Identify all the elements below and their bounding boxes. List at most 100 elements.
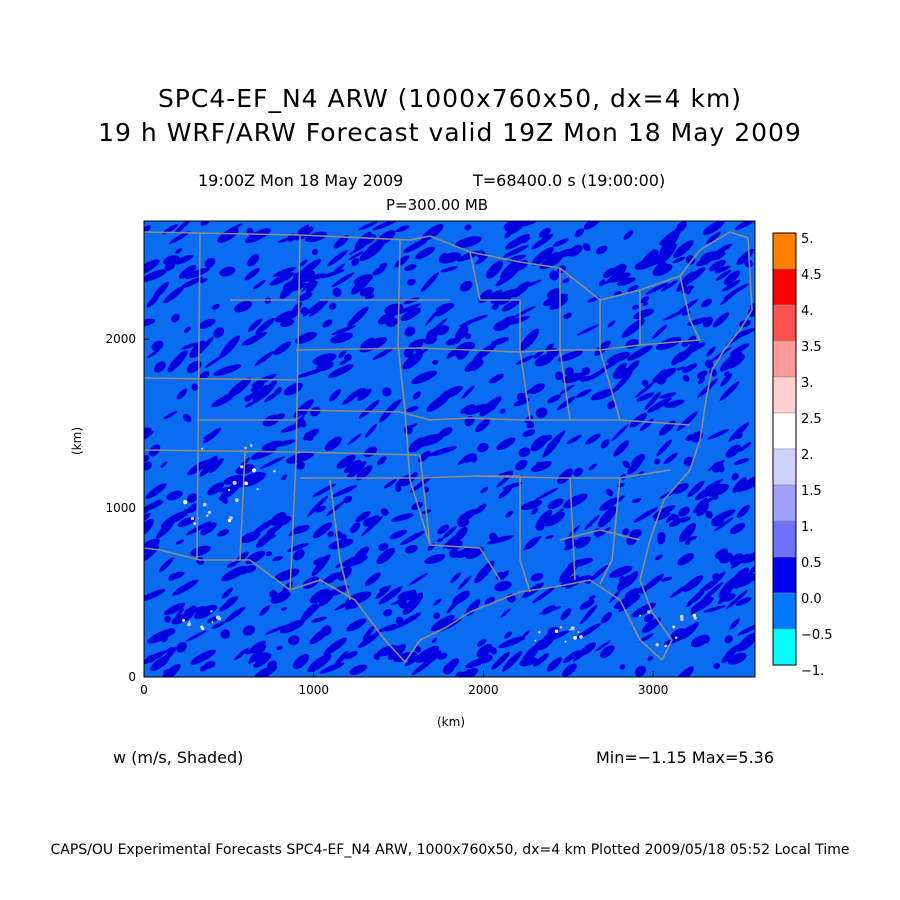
updraft-streak: [198, 318, 216, 329]
updraft-streak: [351, 257, 360, 267]
updraft-streak: [430, 614, 455, 632]
updraft-streak: [297, 224, 310, 233]
updraft-streak: [475, 254, 489, 265]
updraft-streak: [486, 535, 515, 545]
updraft-streak: [627, 284, 639, 293]
updraft-streak: [342, 388, 363, 405]
updraft-streak: [385, 622, 408, 632]
updraft-streak: [284, 282, 308, 293]
updraft-streak: [217, 227, 239, 243]
updraft-streak: [684, 539, 691, 546]
updraft-streak: [437, 432, 445, 438]
updraft-streak: [556, 396, 576, 411]
updraft-streak: [421, 650, 442, 668]
updraft-streak: [337, 566, 352, 581]
updraft-streak: [440, 266, 459, 273]
updraft-streak: [580, 604, 598, 625]
updraft-streak: [643, 573, 665, 591]
updraft-streak: [160, 664, 181, 677]
updraft-streak: [414, 345, 422, 354]
updraft-streak: [609, 565, 633, 578]
updraft-streak: [358, 221, 378, 231]
updraft-streak: [377, 456, 387, 466]
updraft-streak: [733, 479, 755, 492]
updraft-streak: [273, 341, 292, 356]
updraft-streak: [494, 580, 512, 592]
updraft-streak: [678, 522, 696, 543]
updraft-streak: [360, 337, 375, 349]
updraft-streak: [599, 497, 619, 511]
updraft-streak: [349, 664, 367, 675]
updraft-streak: [332, 287, 342, 297]
updraft-streak: [297, 258, 322, 278]
updraft-streak: [221, 565, 248, 582]
updraft-streak: [435, 302, 455, 313]
updraft-streak: [175, 248, 183, 254]
updraft-streak: [191, 383, 199, 391]
updraft-streak: [163, 285, 185, 304]
updraft-streak: [328, 538, 354, 550]
updraft-streak: [530, 572, 544, 582]
updraft-streak: [312, 353, 337, 365]
updraft-spot: [201, 627, 205, 631]
updraft-streak: [574, 228, 585, 238]
colorbar-label: −1.: [801, 664, 824, 679]
colorbar-swatch: [772, 232, 797, 270]
updraft-streak: [394, 255, 410, 268]
updraft-streak: [660, 238, 669, 247]
updraft-spot: [273, 470, 276, 473]
updraft-streak: [533, 653, 549, 667]
updraft-streak: [687, 535, 698, 541]
colorbar-swatch: [772, 592, 797, 630]
updraft-streak: [631, 497, 642, 504]
updraft-spot: [664, 644, 667, 648]
updraft-streak: [464, 403, 489, 415]
updraft-streak: [439, 385, 463, 400]
updraft-streak: [504, 221, 526, 232]
updraft-streak: [709, 259, 727, 272]
updraft-streak: [198, 278, 208, 284]
updraft-streak: [252, 384, 269, 404]
updraft-streak: [696, 370, 708, 379]
updraft-streak: [217, 529, 230, 537]
updraft-streak: [347, 433, 362, 445]
updraft-spot: [201, 447, 204, 450]
updraft-streak: [678, 342, 705, 358]
updraft-spot: [569, 628, 572, 631]
colorbar-swatch: [772, 268, 797, 306]
updraft-streak: [449, 548, 459, 558]
updraft-spot: [256, 488, 259, 491]
updraft-streak: [376, 547, 396, 564]
updraft-streak: [670, 628, 685, 640]
updraft-streak: [564, 367, 574, 376]
updraft-streak: [584, 514, 600, 530]
state-line: [519, 476, 531, 593]
updraft-streak: [293, 399, 315, 418]
updraft-streak: [669, 583, 690, 599]
updraft-streak: [660, 576, 673, 582]
updraft-streak: [729, 343, 750, 356]
updraft-streak: [504, 631, 512, 639]
updraft-streak: [376, 645, 400, 657]
updraft-streak: [224, 606, 246, 623]
updraft-streak: [167, 350, 188, 373]
state-line: [559, 529, 641, 541]
updraft-streak: [357, 388, 372, 401]
updraft-streak: [575, 536, 591, 549]
updraft-streak: [502, 482, 523, 490]
updraft-streak: [708, 346, 732, 364]
updraft-streak: [308, 300, 328, 317]
updraft-streak: [566, 434, 582, 445]
updraft-streak: [279, 619, 305, 634]
updraft-streak: [457, 517, 470, 528]
updraft-streak: [343, 495, 353, 504]
updraft-streak: [280, 318, 295, 328]
updraft-streak: [721, 645, 739, 664]
updraft-streak: [300, 307, 309, 315]
updraft-streak: [634, 665, 647, 677]
updraft-streak: [328, 302, 337, 310]
colorbar-swatch: [772, 412, 797, 450]
updraft-streak: [701, 298, 712, 308]
updraft-spot: [639, 614, 641, 617]
updraft-streak: [505, 233, 530, 250]
